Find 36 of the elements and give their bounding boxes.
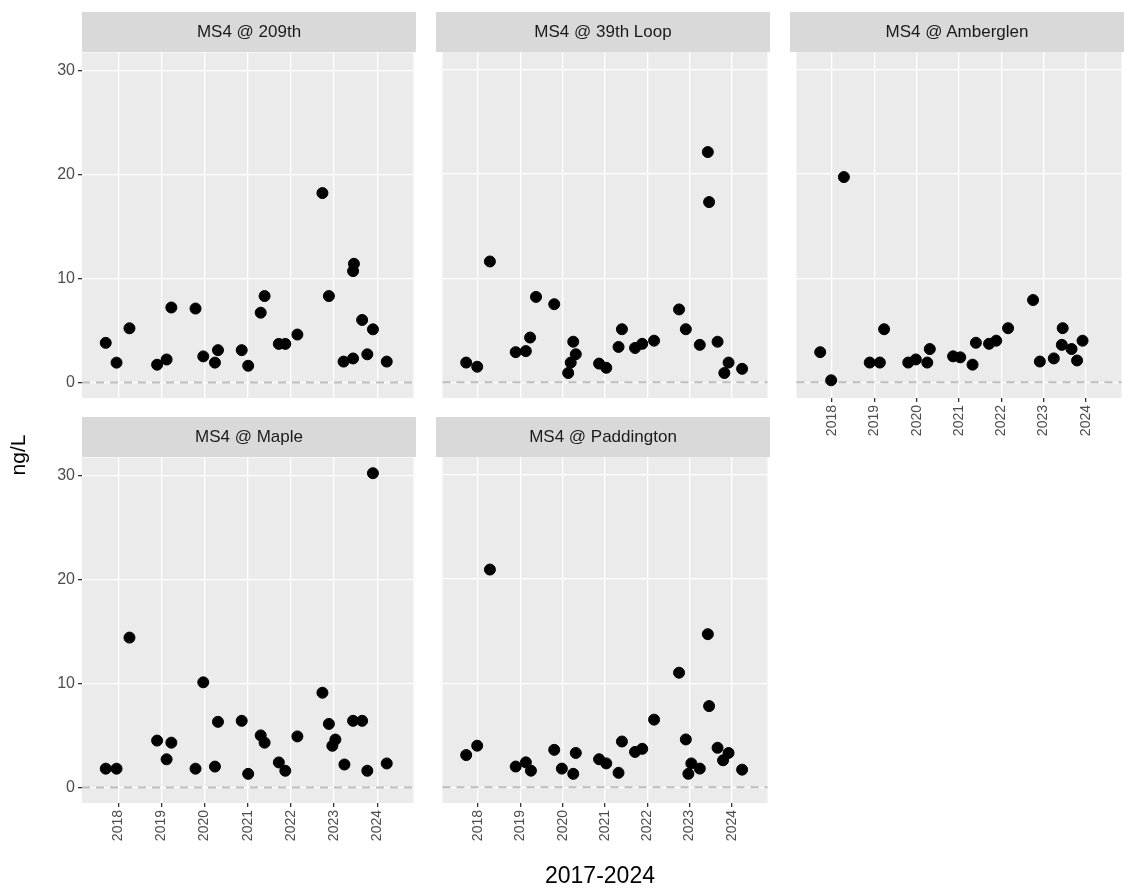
y-tick-label: 30	[57, 60, 76, 78]
x-axis-title: 2017-2024	[544, 862, 656, 889]
y-tick-label: 10	[57, 673, 76, 691]
y-tick-label: 0	[66, 372, 76, 390]
y-tick-label: 30	[57, 465, 76, 483]
chart-title: MS4 @ 209th	[82, 12, 416, 52]
x-tick-label: 2019	[511, 809, 528, 842]
x-tick-label: 2018	[109, 809, 126, 842]
x-tick-label: 2020	[195, 809, 212, 842]
chart-title: MS4 @ 39th Loop	[436, 12, 770, 52]
chart-title: MS4 @ Maple	[82, 417, 416, 457]
x-tick-label: 2024	[1076, 404, 1093, 437]
x-tick-label: 2024	[722, 809, 739, 842]
y-tick-label: 20	[57, 569, 76, 587]
x-tick-label: 2023	[1034, 404, 1051, 437]
x-tick-label: 2024	[368, 809, 385, 842]
chart-title: MS4 @ Amberglen	[790, 12, 1124, 52]
x-tick-label: 2021	[949, 404, 966, 437]
x-tick-label: 2022	[281, 809, 298, 842]
chart-title: MS4 @ Paddington	[436, 417, 770, 457]
y-tick-label: 10	[57, 268, 76, 286]
x-tick-label: 2023	[324, 809, 341, 842]
y-tick-label: 0	[66, 777, 76, 795]
x-tick-label: 2019	[865, 404, 882, 437]
x-tick-label: 2020	[907, 404, 924, 437]
y-tick-label: 20	[57, 164, 76, 182]
x-tick-label: 2018	[468, 809, 485, 842]
x-tick-label: 2022	[992, 404, 1009, 437]
x-tick-label: 2021	[238, 809, 255, 842]
x-tick-label: 2023	[680, 809, 697, 842]
y-axis-title: ng/L	[6, 433, 30, 478]
x-tick-label: 2022	[638, 809, 655, 842]
x-tick-label: 2019	[152, 809, 169, 842]
x-tick-label: 2021	[595, 809, 612, 842]
x-tick-label: 2020	[553, 809, 570, 842]
x-tick-label: 2018	[822, 404, 839, 437]
